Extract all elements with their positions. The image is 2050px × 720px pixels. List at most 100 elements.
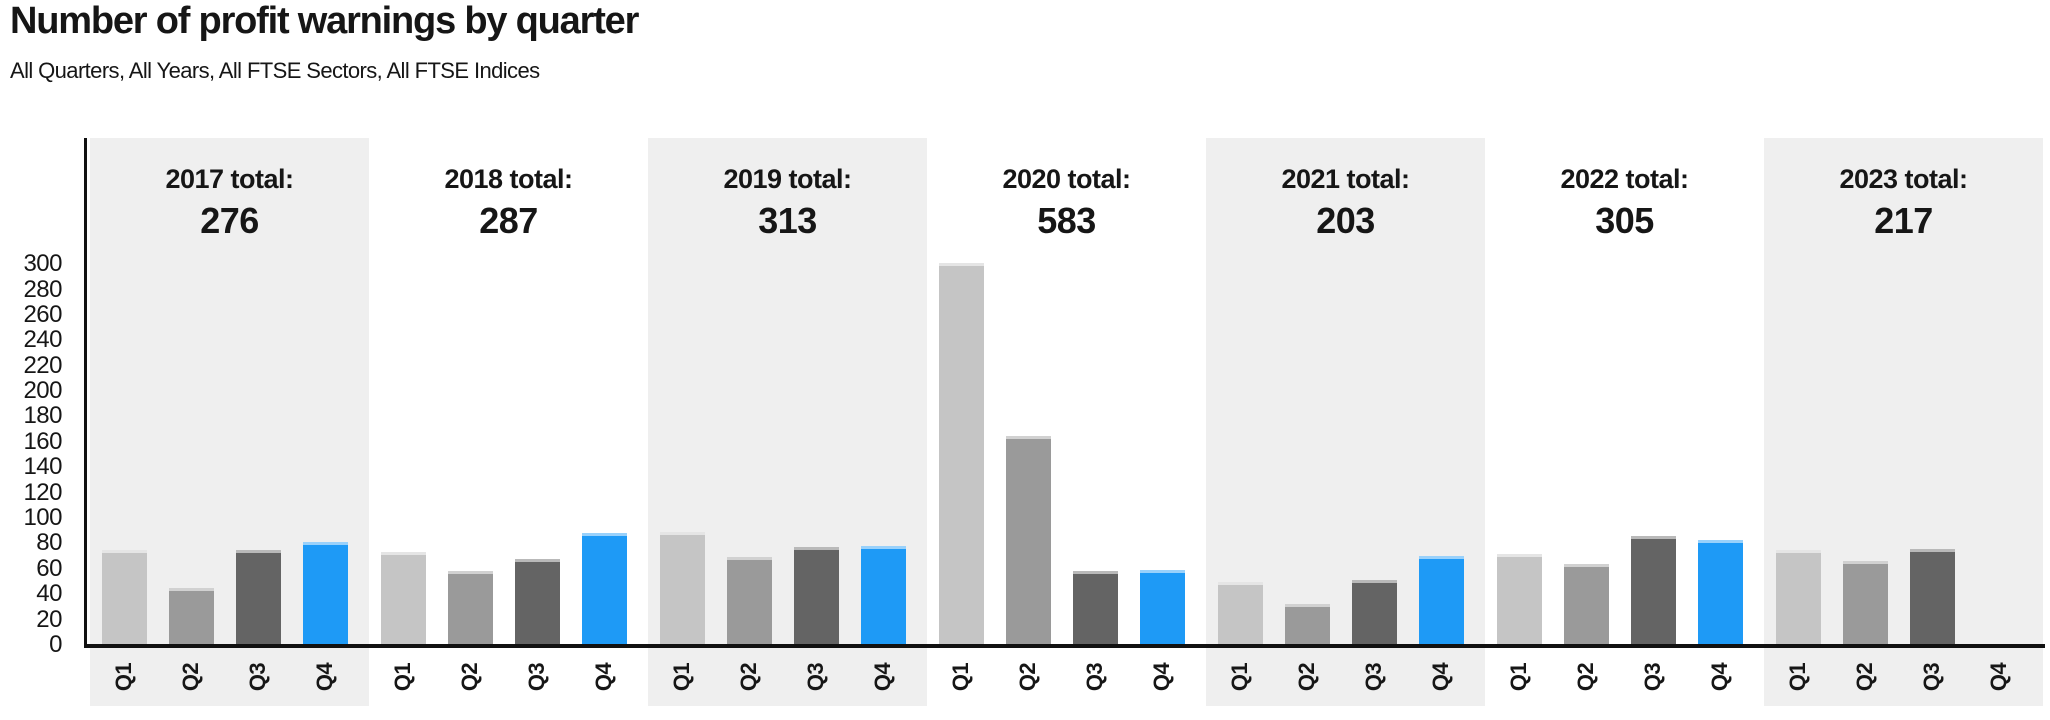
x-tick-label: Q1: [1506, 662, 1532, 692]
y-tick-300: 300: [23, 250, 62, 278]
x-tick-2018-Q3: Q3: [515, 650, 560, 704]
x-tick-label: Q3: [245, 662, 271, 692]
x-tick-label: Q4: [591, 662, 617, 692]
x-tick-label: Q1: [669, 662, 695, 692]
bar-2023-Q1[interactable]: [1776, 550, 1821, 645]
x-tick-2020-Q4: Q4: [1140, 650, 1185, 704]
x-tick-2021-Q3: Q3: [1352, 650, 1397, 704]
bar-2021-Q4[interactable]: [1419, 556, 1464, 645]
year-group-2022: 2022 total: 305 Q1 Q2 Q3 Q4: [1485, 138, 1764, 706]
x-tick-label: Q2: [1015, 662, 1041, 692]
x-tick-label: Q2: [1294, 662, 1320, 692]
x-tick-label: Q2: [736, 662, 762, 692]
bar-2017-Q1[interactable]: [102, 550, 147, 645]
year-total-label-2019: 2019 total:: [723, 164, 852, 194]
x-tick-2019-Q4: Q4: [861, 650, 906, 704]
y-tick-260: 260: [23, 300, 62, 328]
bar-2019-Q3[interactable]: [794, 547, 839, 645]
bar-2019-Q1[interactable]: [660, 532, 705, 645]
bar-2017-Q3[interactable]: [236, 550, 281, 645]
year-total-label-2021: 2021 total:: [1281, 164, 1410, 194]
year-group-2017: 2017 total: 276 Q1 Q2 Q3 Q4: [90, 138, 369, 706]
x-tick-2023-Q3: Q3: [1910, 650, 1955, 704]
x-tick-2021-Q1: Q1: [1218, 650, 1263, 704]
x-tick-label: Q3: [1361, 662, 1387, 692]
year-total-value-2022: 305: [1595, 200, 1654, 241]
x-tick-label: Q1: [948, 662, 974, 692]
bar-2022-Q3[interactable]: [1631, 536, 1676, 645]
x-tick-2022-Q4: Q4: [1698, 650, 1743, 704]
x-tick-label: Q2: [457, 662, 483, 692]
x-tick-2017-Q2: Q2: [169, 650, 214, 704]
y-tick-120: 120: [23, 478, 62, 506]
bar-2020-Q4[interactable]: [1140, 570, 1185, 645]
x-tick-2020-Q2: Q2: [1006, 650, 1051, 704]
bar-2021-Q1[interactable]: [1218, 582, 1263, 645]
bar-2019-Q2[interactable]: [727, 557, 772, 645]
x-tick-label: Q4: [312, 662, 338, 692]
year-group-2018: 2018 total: 287 Q1 Q2 Q3 Q4: [369, 138, 648, 706]
x-tick-2020-Q3: Q3: [1073, 650, 1118, 704]
bar-2020-Q3[interactable]: [1073, 571, 1118, 645]
bar-2023-Q3[interactable]: [1910, 549, 1955, 645]
year-total-label-2022: 2022 total:: [1560, 164, 1689, 194]
bar-2019-Q4[interactable]: [861, 546, 906, 645]
x-tick-2018-Q4: Q4: [582, 650, 627, 704]
y-tick-140: 140: [23, 453, 62, 481]
y-tick-200: 200: [23, 377, 62, 405]
x-tick-2022-Q1: Q1: [1497, 650, 1542, 704]
bar-2023-Q2[interactable]: [1843, 561, 1888, 645]
x-tick-label: Q4: [1986, 662, 2012, 692]
bar-2022-Q1[interactable]: [1497, 554, 1542, 645]
bar-2018-Q3[interactable]: [515, 559, 560, 645]
x-tick-2019-Q2: Q2: [727, 650, 772, 704]
x-tick-label: Q4: [870, 662, 896, 692]
bar-2018-Q2[interactable]: [448, 571, 493, 645]
x-tick-label: Q1: [111, 662, 137, 692]
year-total-value-2021: 203: [1316, 200, 1375, 241]
x-tick-label: Q4: [1707, 662, 1733, 692]
x-tick-label: Q3: [803, 662, 829, 692]
bar-2021-Q2[interactable]: [1285, 604, 1330, 645]
bar-2017-Q4[interactable]: [303, 542, 348, 645]
x-tick-2019-Q3: Q3: [794, 650, 839, 704]
y-tick-240: 240: [23, 326, 62, 354]
x-tick-label: Q3: [1919, 662, 1945, 692]
x-tick-2021-Q2: Q2: [1285, 650, 1330, 704]
y-tick-180: 180: [23, 402, 62, 430]
year-group-2021: 2021 total: 203 Q1 Q2 Q3 Q4: [1206, 138, 1485, 706]
year-total-value-2023: 217: [1874, 200, 1933, 241]
chart-subtitle: All Quarters, All Years, All FTSE Sector…: [10, 58, 540, 83]
x-tick-2021-Q4: Q4: [1419, 650, 1464, 704]
x-tick-2022-Q3: Q3: [1631, 650, 1676, 704]
year-total-label-2020: 2020 total:: [1002, 164, 1131, 194]
bar-2022-Q2[interactable]: [1564, 564, 1609, 645]
bar-2017-Q2[interactable]: [169, 588, 214, 645]
year-total-label-2018: 2018 total:: [444, 164, 573, 194]
y-tick-160: 160: [23, 427, 62, 455]
y-tick-280: 280: [23, 275, 62, 303]
year-total-label-2023: 2023 total:: [1839, 164, 1968, 194]
x-tick-label: Q4: [1149, 662, 1175, 692]
x-tick-label: Q1: [1227, 662, 1253, 692]
bar-2020-Q1[interactable]: [939, 263, 984, 645]
year-group-2023: 2023 total: 217 Q1 Q2 Q3 Q4: [1764, 138, 2043, 706]
bar-2022-Q4[interactable]: [1698, 540, 1743, 645]
x-tick-2023-Q2: Q2: [1843, 650, 1888, 704]
x-tick-2017-Q3: Q3: [236, 650, 281, 704]
year-total-label-2017: 2017 total:: [165, 164, 294, 194]
x-tick-2018-Q2: Q2: [448, 650, 493, 704]
x-tick-label: Q1: [1785, 662, 1811, 692]
year-total-value-2018: 287: [479, 200, 538, 241]
y-axis-line: [84, 138, 87, 647]
x-tick-2017-Q1: Q1: [102, 650, 147, 704]
x-tick-label: Q4: [1428, 662, 1454, 692]
x-tick-2023-Q1: Q1: [1776, 650, 1821, 704]
bar-2018-Q1[interactable]: [381, 552, 426, 645]
bar-2020-Q2[interactable]: [1006, 436, 1051, 645]
bar-2021-Q3[interactable]: [1352, 580, 1397, 645]
year-total-value-2019: 313: [758, 200, 817, 241]
x-tick-2023-Q4: Q4: [1977, 650, 2022, 704]
bar-2018-Q4[interactable]: [582, 533, 627, 645]
